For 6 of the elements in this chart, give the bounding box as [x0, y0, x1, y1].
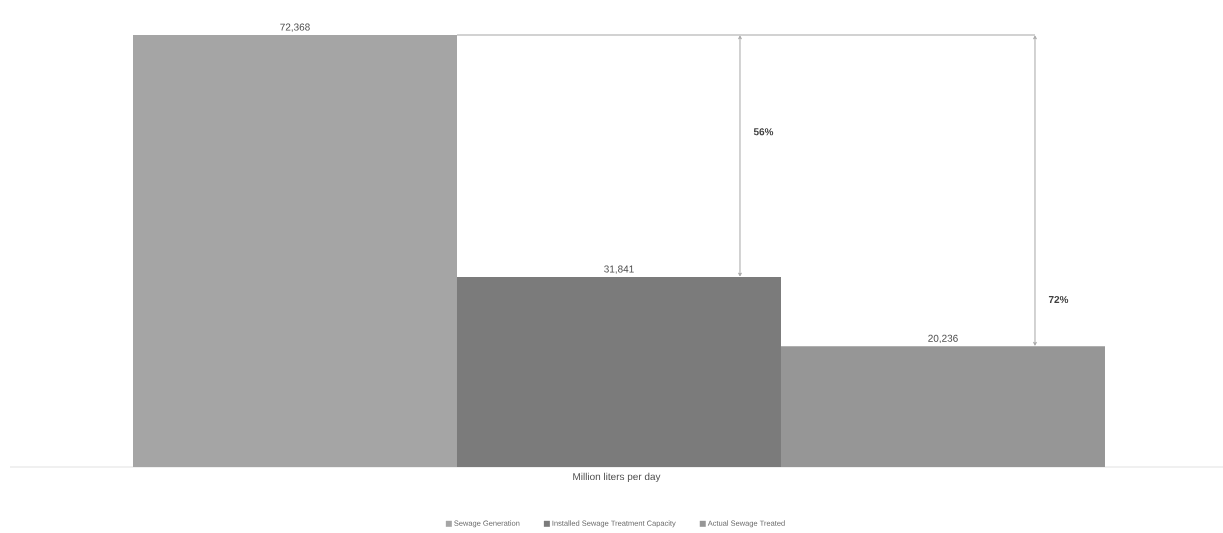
annotation: 72%	[1048, 296, 1069, 304]
x-axis-title: Million liters per day	[573, 472, 661, 483]
data-label: 31,841	[604, 265, 634, 274]
data-label: 20,236	[928, 334, 958, 344]
data-label: 72,368	[280, 23, 310, 32]
annotation: 56%	[753, 128, 774, 136]
